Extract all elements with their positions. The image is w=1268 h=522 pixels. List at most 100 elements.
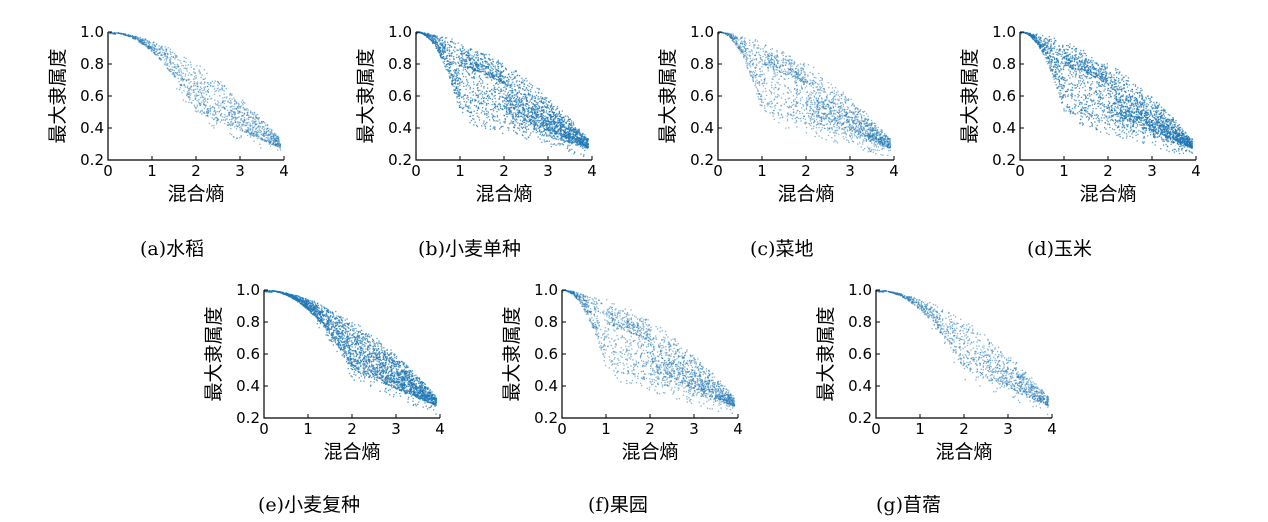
scatter-point [198,102,200,104]
scatter-point [551,108,553,110]
scatter-point [554,118,556,120]
scatter-point [496,116,499,118]
scatter-point [827,134,830,137]
scatter-point [880,154,882,156]
scatter-point [495,62,498,64]
scatter-point [811,114,813,117]
scatter-point [523,108,526,111]
scatter-point [454,62,456,64]
scatter-point [491,113,493,115]
scatter-point [832,98,834,100]
scatter-point [492,119,495,121]
scatter-point [237,112,239,115]
scatter-point [139,36,141,39]
scatter-point [519,123,521,126]
scatter-point [209,109,211,112]
scatter-point [498,102,500,105]
scatter-point [201,74,203,76]
scatter-point [821,103,823,105]
scatter-point [845,98,847,100]
scatter-point [515,118,518,120]
scatter-point [255,127,258,129]
scatter-point [491,92,493,95]
scatter-point [542,118,544,120]
scatter-point [485,53,487,56]
scatter-point [189,97,191,99]
scatter-point [586,146,588,149]
scatter-point [234,126,236,128]
scatter-point [826,105,828,107]
scatter-point [822,85,824,87]
scatter-point [517,103,519,105]
scatter-point [227,124,229,127]
scatter-point [576,144,578,146]
scatter-point [276,136,279,138]
scatter-point [791,68,793,70]
scatter-point [776,71,779,74]
scatter-point [516,74,518,77]
scatter-point [519,87,521,89]
scatter-point [584,145,587,147]
scatter-point [511,74,513,76]
scatter-point [253,135,255,137]
scatter-point [491,63,493,65]
scatter-point [461,57,464,59]
scatter-point [531,85,534,87]
scatter-point [813,118,815,120]
scatter-point [580,145,582,148]
scatter-point [749,64,751,67]
scatter-point [834,121,836,123]
scatter-point [204,86,207,88]
scatter-point [794,82,796,84]
scatter-point [444,37,447,39]
scatter-point [140,38,142,40]
scatter-point [247,109,249,111]
scatter-point [527,94,529,96]
scatter-point [815,97,817,99]
scatter-point [187,74,189,76]
scatter-point [531,119,534,122]
scatter-point [861,134,863,137]
scatter-point [585,139,587,141]
scatter-point [570,139,572,141]
scatter-point [857,134,859,136]
scatter-point [813,82,815,84]
scatter-point [263,129,265,131]
scatter-point [770,57,773,60]
scatter-point [170,62,172,65]
scatter-point [165,48,167,50]
scatter-point [468,74,471,76]
scatter-point [862,141,864,143]
scatter-point [756,88,759,90]
scatter-point [174,58,176,60]
scatter-point [527,128,530,130]
scatter-point [791,76,794,78]
scatter-point [458,94,461,96]
scatter-point [531,86,533,89]
scatter-point [475,99,477,102]
scatter-point [477,87,479,89]
scatter-point [453,42,455,44]
scatter-point [495,74,497,76]
scatter-point [277,141,279,143]
scatter-point [546,121,548,123]
scatter-point [210,82,212,84]
scatter-point [848,123,851,125]
scatter-point [199,71,201,73]
scatter-point [478,116,480,119]
scatter-point [430,40,433,42]
scatter-point [565,121,567,123]
scatter-point [536,103,539,106]
scatter-point [149,46,151,48]
scatter-point [553,105,555,108]
scatter-point [816,103,818,106]
scatter-point [540,117,543,119]
scatter-point [456,101,458,103]
scatter-point [870,128,872,131]
scatter-point [501,71,503,73]
scatter-point [533,119,535,121]
scatter-point [240,105,242,107]
scatter-point [535,103,537,106]
scatter-point [550,109,553,111]
scatter-point [248,127,250,129]
